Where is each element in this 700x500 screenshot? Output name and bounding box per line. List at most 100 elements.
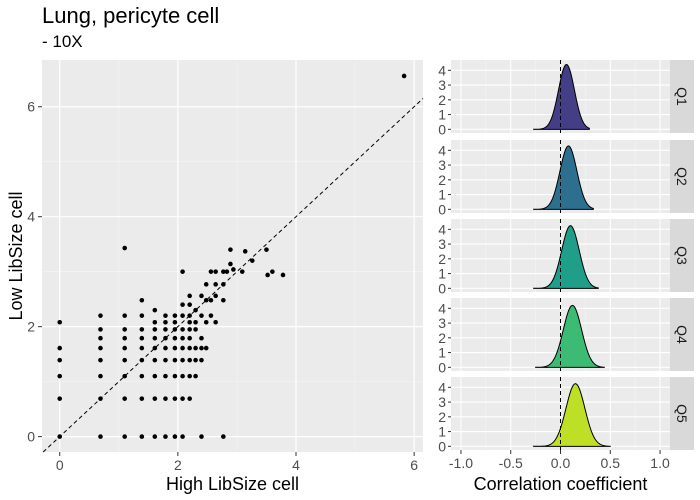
scatter-y-tick-label: 6: [27, 99, 35, 115]
scatter-point: [180, 396, 185, 401]
scatter-point: [98, 327, 103, 332]
scatter-point: [221, 434, 226, 439]
scatter-point: [57, 396, 63, 401]
scatter-point: [122, 396, 127, 401]
density-y-tick-label: 3: [438, 157, 446, 173]
scatter-point: [193, 327, 198, 332]
density-ridge-q1: [532, 63, 590, 130]
density-y-tick-label: 3: [438, 77, 446, 93]
density-ridge-q4: [535, 304, 605, 368]
scatter-point: [221, 269, 226, 274]
scatter-point: [122, 373, 127, 379]
scatter-point: [199, 434, 204, 439]
scatter-point: [203, 297, 209, 303]
scatter-point: [122, 313, 127, 318]
scatter-point: [163, 345, 168, 351]
scatter-point: [199, 335, 204, 341]
scatter-point: [172, 345, 178, 351]
scatter-point: [193, 345, 198, 351]
density-y-tick-label: 2: [438, 251, 446, 267]
scatter-x-tick-label: 6: [410, 457, 418, 473]
scatter-point: [180, 357, 185, 363]
scatter-point: [199, 313, 204, 318]
scatter-point: [122, 335, 127, 341]
scatter-point: [187, 313, 192, 318]
facet-strip: [670, 377, 694, 450]
scatter-point: [203, 319, 209, 325]
scatter-point: [57, 345, 63, 351]
scatter-point: [187, 319, 192, 325]
facet-strip-label: Q4: [674, 325, 690, 344]
density-ridge-q3: [532, 225, 599, 289]
scatter-point: [172, 396, 178, 401]
scatter-x-tick-label: 2: [174, 457, 182, 473]
scatter-point: [163, 357, 168, 363]
scatter-point: [193, 319, 198, 325]
scatter-point: [139, 345, 145, 351]
density-x-axis-title: Correlation coefficient: [474, 474, 648, 494]
scatter-point: [98, 434, 103, 439]
scatter-point: [203, 282, 209, 287]
scatter-point: [172, 373, 178, 379]
density-y-tick-label: 0: [438, 438, 446, 454]
density-y-tick-label: 4: [438, 300, 446, 316]
density-y-tick-label: 0: [438, 121, 446, 137]
scatter-point: [228, 261, 233, 267]
scatter-point: [122, 434, 127, 439]
facet-strip: [670, 298, 694, 371]
scatter-point: [122, 245, 127, 251]
scatter-point: [152, 396, 158, 401]
density-y-tick-label: 2: [438, 409, 446, 425]
scatter-point: [187, 357, 192, 363]
scatter-point: [139, 434, 145, 439]
scatter-point: [180, 335, 185, 341]
scatter-point: [187, 327, 192, 332]
scatter-x-tick-label: 4: [292, 457, 300, 473]
density-y-tick-label: 0: [438, 359, 446, 375]
scatter-point: [57, 434, 63, 439]
scatter-point: [401, 73, 407, 79]
scatter-point: [193, 307, 198, 313]
facet-strip: [670, 219, 694, 292]
density-y-tick-label: 2: [438, 92, 446, 108]
scatter-point: [224, 269, 230, 274]
scatter-point: [98, 373, 103, 379]
scatter-point: [208, 313, 214, 318]
facet-strip: [670, 60, 694, 133]
scatter-point: [242, 249, 248, 254]
scatter-point: [122, 327, 127, 332]
scatter-point: [172, 319, 178, 325]
density-y-tick-label: 0: [438, 280, 446, 296]
density-y-tick-label: 2: [438, 330, 446, 346]
scatter-point: [187, 345, 192, 351]
scatter-point: [98, 313, 103, 318]
scatter-point: [122, 345, 127, 351]
scatter-point: [152, 319, 158, 325]
scatter-point: [193, 357, 198, 363]
scatter-x-tick-label: 0: [56, 457, 64, 473]
scatter-point: [139, 297, 145, 303]
facet-strip-label: Q5: [674, 404, 690, 423]
density-y-tick-label: 3: [438, 394, 446, 410]
scatter-point: [152, 335, 158, 341]
scatter-point: [172, 434, 178, 439]
scatter-point: [163, 327, 168, 332]
scatter-point: [139, 313, 145, 318]
scatter-y-tick-label: 4: [27, 209, 35, 225]
scatter-point: [180, 302, 185, 307]
density-x-tick-label: -0.5: [499, 455, 523, 471]
scatter-point: [199, 293, 204, 299]
scatter-point: [187, 396, 192, 401]
scatter-point: [152, 373, 158, 379]
scatter-point: [98, 396, 103, 401]
scatter-point: [163, 335, 168, 341]
facet-strip-label: Q3: [674, 246, 690, 265]
scatter-point: [152, 434, 158, 439]
scatter-point: [163, 313, 168, 318]
scatter-point: [172, 313, 178, 318]
scatter-point: [180, 327, 185, 332]
scatter-point: [213, 282, 218, 287]
scatter-point: [208, 269, 214, 274]
scatter-point: [221, 297, 226, 303]
